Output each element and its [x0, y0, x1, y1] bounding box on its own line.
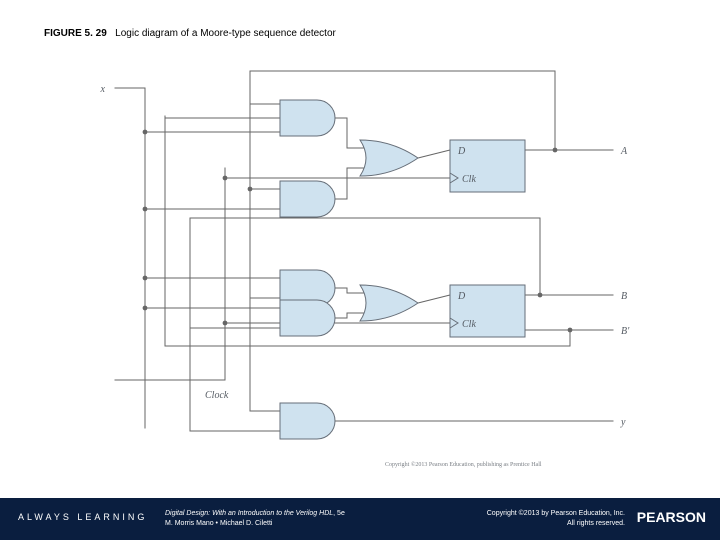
- svg-text:D: D: [457, 291, 466, 302]
- pearson-logo: PEARSON: [637, 509, 706, 525]
- circuit-svg: x Clock D Clk D Clk A B B' y Copyright ©2013 Pears…: [85, 58, 637, 473]
- svg-text:A: A: [620, 146, 628, 157]
- svg-text:Clock: Clock: [205, 390, 229, 401]
- svg-text:Copyright ©2013 Pearson Educat: Copyright ©2013 Pearson Education, publi…: [385, 461, 542, 468]
- book-title: Digital Design: With an Introduction to …: [165, 510, 333, 517]
- svg-text:Clk: Clk: [462, 174, 476, 185]
- always-learning-text: ALWAYS LEARNING: [18, 512, 147, 522]
- svg-text:B': B': [621, 326, 630, 337]
- figure-caption: FIGURE 5. 29 Logic diagram of a Moore-ty…: [44, 28, 336, 39]
- copyright-line1: Copyright ©2013 by Pearson Education, In…: [487, 510, 625, 517]
- figure-title: Logic diagram of a Moore-type sequence d…: [115, 28, 336, 39]
- footer-bar: ALWAYS LEARNING Digital Design: With an …: [0, 498, 720, 540]
- copyright-line2: All rights reserved.: [567, 520, 625, 527]
- svg-text:x: x: [100, 84, 106, 95]
- svg-text:Clk: Clk: [462, 319, 476, 330]
- figure-number: FIGURE 5. 29: [44, 28, 107, 39]
- logic-diagram: x Clock D Clk D Clk A B B' y Copyright ©2013 Pears…: [85, 58, 637, 473]
- book-citation: Digital Design: With an Introduction to …: [165, 509, 425, 529]
- copyright-block: Copyright ©2013 by Pearson Education, In…: [445, 509, 625, 529]
- svg-text:B: B: [621, 291, 627, 302]
- book-edition: , 5e: [333, 510, 345, 517]
- svg-text:y: y: [620, 417, 626, 428]
- svg-text:D: D: [457, 146, 466, 157]
- book-authors: M. Morris Mano • Michael D. Ciletti: [165, 520, 272, 527]
- slide-page: FIGURE 5. 29 Logic diagram of a Moore-ty…: [0, 0, 720, 498]
